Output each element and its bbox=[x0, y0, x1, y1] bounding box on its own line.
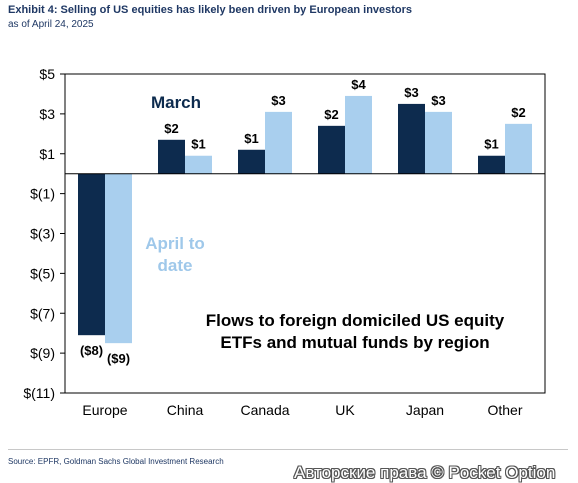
x-tick-label: Japan bbox=[406, 402, 444, 418]
y-tick-label: $(5) bbox=[30, 265, 55, 281]
data-label: $1 bbox=[484, 137, 498, 152]
legend-april-to-date: April to bbox=[145, 234, 205, 253]
data-label: $1 bbox=[191, 137, 205, 152]
x-tick-label: Canada bbox=[240, 402, 289, 418]
bar-april-uk bbox=[345, 95, 372, 174]
legend-march: March bbox=[151, 93, 201, 112]
footer-divider bbox=[8, 449, 568, 450]
exhibit-subtitle: as of April 24, 2025 bbox=[8, 19, 94, 30]
bar-april-japan bbox=[425, 111, 452, 174]
data-label: $2 bbox=[324, 107, 338, 122]
x-tick-label: Europe bbox=[82, 402, 127, 418]
y-tick-label: $(7) bbox=[30, 305, 55, 321]
data-label: $3 bbox=[271, 93, 285, 108]
y-tick-label: $(11) bbox=[23, 385, 55, 401]
bar-chart: $5 $3 $1 $(1) $(3) $(5) $(7) $(9) $(11) ($8) ($9) E… bbox=[23, 66, 546, 418]
data-label: ($9) bbox=[107, 351, 130, 366]
bar-march-china bbox=[158, 139, 185, 174]
y-tick-label: $5 bbox=[39, 66, 55, 82]
data-label: $4 bbox=[351, 77, 366, 92]
x-tick-label: China bbox=[167, 402, 204, 418]
chart-title: Flows to foreign domiciled US equity bbox=[206, 311, 505, 330]
data-label: $3 bbox=[431, 93, 445, 108]
y-tick-label: $(1) bbox=[30, 186, 55, 202]
bar-march-uk bbox=[318, 125, 345, 174]
legend-april-to-date: date bbox=[158, 256, 193, 275]
bar-april-other bbox=[505, 123, 532, 174]
bar-april-china bbox=[185, 155, 212, 174]
data-label: $2 bbox=[511, 105, 525, 120]
bar-march-japan bbox=[398, 103, 425, 174]
data-label: $3 bbox=[404, 85, 418, 100]
y-tick-label: $(3) bbox=[30, 226, 55, 242]
chart-title: ETFs and mutual funds by region bbox=[220, 333, 489, 352]
bar-april-europe bbox=[105, 173, 132, 344]
data-label: $1 bbox=[244, 131, 258, 146]
exhibit-title: Exhibit 4: Selling of US equities has li… bbox=[8, 4, 413, 16]
bar-march-canada bbox=[238, 149, 265, 174]
source-note: Source: EPFR, Goldman Sachs Global Inves… bbox=[8, 457, 224, 466]
watermark: Авторские права © Pocket Option bbox=[294, 463, 556, 482]
x-tick-label: UK bbox=[335, 402, 355, 418]
data-label: ($8) bbox=[80, 343, 103, 358]
bar-march-europe bbox=[78, 173, 105, 336]
x-tick-label: Other bbox=[487, 402, 522, 418]
data-label: $2 bbox=[164, 121, 178, 136]
y-tick-label: $1 bbox=[39, 146, 55, 162]
y-tick-label: $(9) bbox=[30, 345, 55, 361]
bar-april-canada bbox=[265, 111, 292, 174]
y-tick-label: $3 bbox=[39, 106, 55, 122]
bar-march-other bbox=[478, 155, 505, 174]
